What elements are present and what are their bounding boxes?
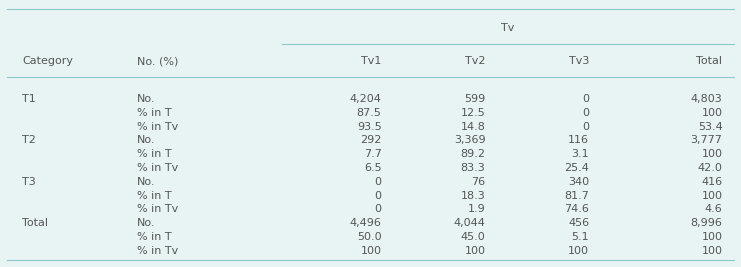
Text: 4,044: 4,044 — [453, 218, 485, 228]
Text: 0: 0 — [582, 122, 589, 132]
Text: % in Tv: % in Tv — [137, 122, 179, 132]
Text: 292: 292 — [360, 135, 382, 146]
Text: 100: 100 — [702, 232, 722, 242]
Text: % in Tv: % in Tv — [137, 205, 179, 214]
Text: 100: 100 — [702, 246, 722, 256]
Text: 416: 416 — [701, 177, 722, 187]
Text: 0: 0 — [375, 177, 382, 187]
Text: 42.0: 42.0 — [697, 163, 722, 173]
Text: 100: 100 — [702, 191, 722, 201]
Text: T2: T2 — [22, 135, 36, 146]
Text: % in Tv: % in Tv — [137, 163, 179, 173]
Text: 0: 0 — [582, 108, 589, 118]
Text: No.: No. — [137, 94, 156, 104]
Text: % in T: % in T — [137, 191, 172, 201]
Text: Total: Total — [22, 218, 48, 228]
Text: 18.3: 18.3 — [461, 191, 485, 201]
Text: 50.0: 50.0 — [357, 232, 382, 242]
Text: % in T: % in T — [137, 149, 172, 159]
Text: 456: 456 — [568, 218, 589, 228]
Text: 100: 100 — [702, 108, 722, 118]
Text: % in T: % in T — [137, 232, 172, 242]
Text: 3.1: 3.1 — [571, 149, 589, 159]
Text: 100: 100 — [361, 246, 382, 256]
Text: 8,996: 8,996 — [691, 218, 722, 228]
Text: 0: 0 — [375, 205, 382, 214]
Text: 53.4: 53.4 — [698, 122, 722, 132]
Text: Total: Total — [697, 56, 722, 66]
Text: T1: T1 — [22, 94, 36, 104]
Text: 76: 76 — [471, 177, 485, 187]
Text: No.: No. — [137, 218, 156, 228]
Text: 45.0: 45.0 — [461, 232, 485, 242]
Text: 0: 0 — [582, 94, 589, 104]
Text: % in T: % in T — [137, 108, 172, 118]
Text: 6.5: 6.5 — [364, 163, 382, 173]
Text: % in Tv: % in Tv — [137, 246, 179, 256]
Text: Category: Category — [22, 56, 73, 66]
Text: No.: No. — [137, 135, 156, 146]
Text: 7.7: 7.7 — [364, 149, 382, 159]
Text: 25.4: 25.4 — [564, 163, 589, 173]
Text: 74.6: 74.6 — [564, 205, 589, 214]
Text: 0: 0 — [375, 191, 382, 201]
Text: No. (%): No. (%) — [137, 56, 179, 66]
Text: Tv2: Tv2 — [465, 56, 485, 66]
Text: 4,496: 4,496 — [350, 218, 382, 228]
Text: 3,369: 3,369 — [453, 135, 485, 146]
Text: 81.7: 81.7 — [564, 191, 589, 201]
Text: 4,803: 4,803 — [691, 94, 722, 104]
Text: 4,204: 4,204 — [350, 94, 382, 104]
Text: 12.5: 12.5 — [461, 108, 485, 118]
Text: Tv3: Tv3 — [569, 56, 589, 66]
Text: 89.2: 89.2 — [460, 149, 485, 159]
Text: 93.5: 93.5 — [357, 122, 382, 132]
Text: 100: 100 — [568, 246, 589, 256]
Text: 100: 100 — [702, 149, 722, 159]
Text: 14.8: 14.8 — [460, 122, 485, 132]
Text: Tv1: Tv1 — [362, 56, 382, 66]
Text: 87.5: 87.5 — [356, 108, 382, 118]
Text: T3: T3 — [22, 177, 36, 187]
Text: No.: No. — [137, 177, 156, 187]
Text: Tv: Tv — [501, 23, 514, 33]
Text: 4.6: 4.6 — [705, 205, 722, 214]
Text: 100: 100 — [465, 246, 485, 256]
Text: 599: 599 — [464, 94, 485, 104]
Text: 83.3: 83.3 — [461, 163, 485, 173]
Text: 5.1: 5.1 — [571, 232, 589, 242]
Text: 1.9: 1.9 — [468, 205, 485, 214]
Text: 340: 340 — [568, 177, 589, 187]
Text: 3,777: 3,777 — [691, 135, 722, 146]
Text: 116: 116 — [568, 135, 589, 146]
